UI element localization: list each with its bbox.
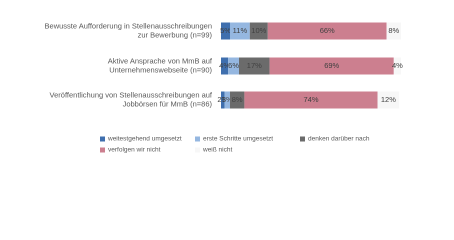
category-label: Veröffentlichung von Stellenausschreibun… xyxy=(50,90,213,99)
legend-swatch xyxy=(195,147,200,153)
value-label: 12% xyxy=(381,95,396,104)
category-label: zur Bewerbung (n=99) xyxy=(138,30,213,39)
value-label: 6% xyxy=(228,61,239,70)
value-label: 10% xyxy=(251,26,266,35)
value-label: 3% xyxy=(222,95,233,104)
bar-segment xyxy=(224,91,230,109)
bar-segment xyxy=(249,22,268,40)
value-label: 69% xyxy=(324,61,339,70)
bar-segment xyxy=(221,91,225,109)
category-label: Bewusste Aufforderung in Stellenausschre… xyxy=(45,21,212,30)
value-label: 5% xyxy=(220,26,231,35)
bar-segment xyxy=(393,57,401,75)
value-label: 4% xyxy=(392,61,403,70)
bar-segment xyxy=(386,22,401,40)
value-label: 17% xyxy=(247,61,262,70)
bar-segment xyxy=(269,57,394,75)
bar-segment xyxy=(221,57,229,75)
bar-segment xyxy=(377,91,400,109)
value-label: 74% xyxy=(303,95,318,104)
legend-label: verfolgen wir nicht xyxy=(108,147,161,154)
bar-segment xyxy=(267,22,387,40)
chart: Bewusste Aufforderung in Stellenausschre… xyxy=(45,21,404,154)
bar-segment xyxy=(221,22,230,40)
bar-segment xyxy=(230,22,250,40)
value-label: 11% xyxy=(233,26,248,35)
value-label: 8% xyxy=(388,26,399,35)
legend-label: weiß nicht xyxy=(202,147,232,154)
bar-segment xyxy=(244,91,378,109)
value-label: 66% xyxy=(320,26,335,35)
bar-segment xyxy=(230,91,245,109)
bar-segment xyxy=(239,57,270,75)
legend-swatch xyxy=(100,147,105,153)
category-label: Jobbörsen für MmB (n=86) xyxy=(123,99,213,108)
legend-swatch xyxy=(195,136,200,142)
legend-label: weitestgehend umgesetzt xyxy=(107,136,182,143)
legend-label: denken darüber nach xyxy=(308,136,370,143)
category-label: Aktive Ansprache von MmB auf xyxy=(108,56,213,65)
value-label: 4% xyxy=(219,61,230,70)
legend-swatch xyxy=(300,136,305,142)
legend-swatch xyxy=(100,136,105,142)
category-label: Unternehmenswebseite (n=90) xyxy=(109,65,212,74)
bar-segment xyxy=(228,57,239,75)
value-label: 2% xyxy=(217,95,228,104)
legend-label: erste Schritte umgesetzt xyxy=(203,136,273,143)
value-label: 8% xyxy=(232,95,243,104)
